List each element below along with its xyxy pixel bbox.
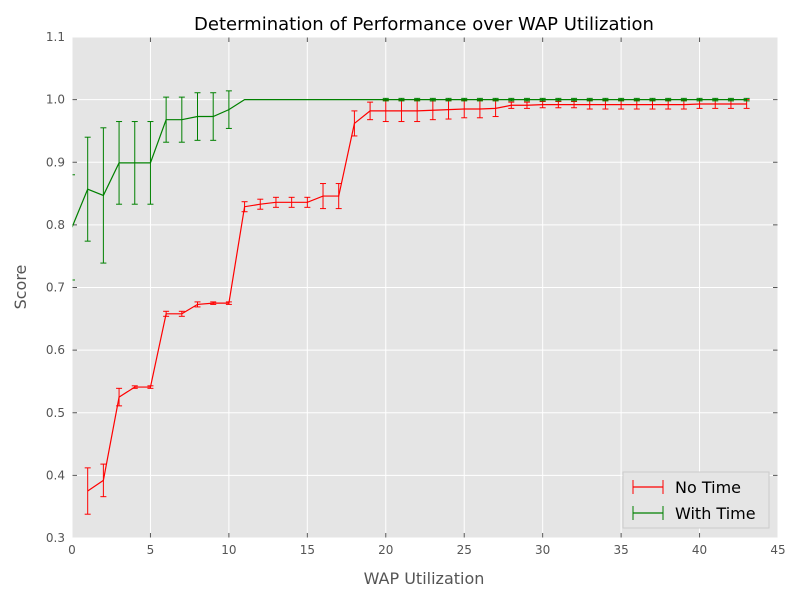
y-tick-label: 1.0 [46, 93, 65, 107]
y-tick-label: 0.9 [46, 155, 65, 169]
x-tick-label: 10 [221, 543, 236, 557]
y-tick-label: 1.1 [46, 30, 65, 44]
legend-label: With Time [675, 504, 756, 523]
x-tick-label: 40 [692, 543, 707, 557]
x-tick-label: 5 [147, 543, 155, 557]
y-tick-label: 0.4 [46, 468, 65, 482]
x-tick-label: 0 [68, 543, 76, 557]
y-tick-label: 0.8 [46, 218, 65, 232]
plot-frame [71, 36, 779, 539]
y-tick-label: 0.6 [46, 343, 65, 357]
x-tick-label: 45 [770, 543, 785, 557]
x-tick-label: 35 [613, 543, 628, 557]
series-with-time [72, 90, 750, 281]
y-tick-label: 0.7 [46, 281, 65, 295]
x-tick-label: 15 [300, 543, 315, 557]
y-tick-label: 0.3 [46, 531, 65, 545]
x-tick-label: 30 [535, 543, 550, 557]
y-tick-label: 0.5 [46, 406, 65, 420]
x-axis-label: WAP Utilization [364, 569, 485, 588]
x-tick-label: 20 [378, 543, 393, 557]
legend-box [622, 471, 770, 529]
y-axis-label: Score [11, 265, 30, 310]
series-line [72, 99, 747, 228]
chart-title: Determination of Performance over WAP Ut… [194, 14, 654, 35]
legend: No Time With Time [622, 471, 770, 529]
series-layer [71, 36, 779, 539]
x-tick-label: 25 [457, 543, 472, 557]
legend-label: No Time [675, 478, 741, 497]
